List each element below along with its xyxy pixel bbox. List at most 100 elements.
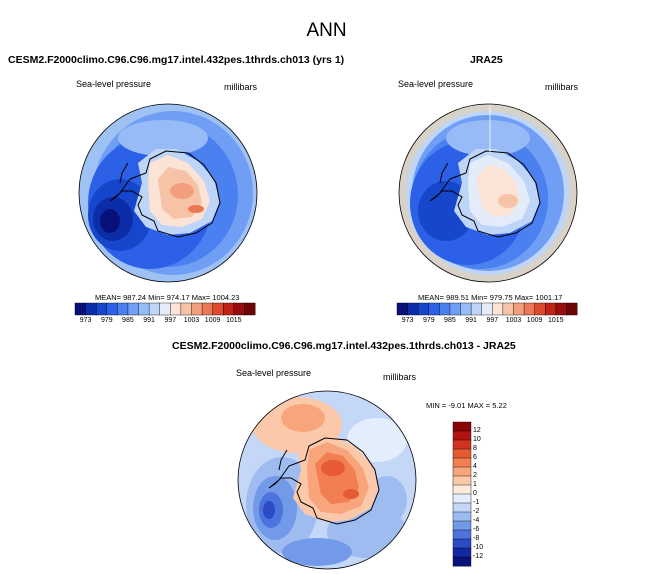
panel3-colorbar-tick-label: -12 — [473, 552, 484, 560]
panel3-colorbar-swatch — [452, 556, 472, 567]
panel3-colorbar-swatch — [452, 466, 472, 477]
panel3-stats: MIN = -9.01 MAX = 5.22 — [426, 401, 507, 410]
panel1-colorbar-swatch — [212, 302, 224, 316]
panel2-colorbar-swatch — [534, 302, 546, 316]
panel1-colorbar-swatch — [201, 302, 214, 316]
panel1-colorbar-swatch — [138, 302, 150, 316]
panel3-variable: Sea-level pressure — [236, 368, 312, 378]
panel3-colorbar-swatch — [452, 520, 472, 531]
panel2-colorbar-tick-label: 1015 — [548, 317, 564, 324]
panel3-colorbar-tick-label: -2 — [473, 507, 480, 515]
panel1-colorbar-tick-label: 1003 — [183, 317, 200, 324]
panel1-colorbar-swatch — [117, 302, 129, 316]
panel1-colorbar-swatch — [106, 302, 118, 316]
panel3-colorbar-swatch — [452, 439, 472, 450]
panel1-stats: MEAN= 987.24 Min= 974.17 Max= 1004.23 — [95, 293, 240, 302]
panel3-colorbar-swatch — [452, 547, 472, 558]
panel1-variable: Sea-level pressure — [76, 79, 152, 89]
panel1-colorbar-tick-label: 991 — [143, 317, 155, 324]
panel1-colorbar — [74, 302, 256, 316]
panel2-colorbar-swatch — [513, 302, 525, 316]
panel2-variable: Sea-level pressure — [398, 79, 474, 89]
panel2-colorbar-tick-label: 1003 — [505, 317, 522, 324]
panel2-colorbar-tick-label: 973 — [401, 317, 414, 324]
panel3-colorbar-tick-label: 12 — [473, 426, 481, 434]
panel3-colorbar-swatch — [452, 538, 472, 549]
panel2-colorbar-swatch — [428, 302, 440, 316]
panel3-colorbar-swatch — [452, 511, 472, 522]
panel1-units: millibars — [224, 82, 258, 92]
panel3-colorbar-swatch — [452, 529, 472, 540]
panel1-colorbar-tick-label: 973 — [79, 317, 92, 324]
panel1-map — [78, 103, 258, 283]
panel3-colorbar-tick-label: -1 — [473, 498, 480, 506]
panel2-colorbar-swatch — [566, 302, 578, 316]
panel2-colorbar-tick-label: 991 — [465, 317, 477, 324]
panel1-colorbar-swatch — [223, 302, 235, 316]
panel2-colorbar-swatch — [502, 302, 514, 316]
panel1-colorbar-tick-label: 1015 — [226, 317, 242, 324]
panel1-colorbar-swatch — [170, 302, 182, 316]
panel3-colorbar — [452, 421, 472, 567]
panel2-stats: MEAN= 989.51 Min= 979.75 Max= 1001.17 — [418, 293, 563, 302]
panel2-colorbar-swatch — [545, 302, 557, 316]
panel3-colorbar-swatch — [452, 430, 472, 441]
panel2-colorbar-swatch — [460, 302, 472, 316]
panel1-colorbar-swatch — [159, 302, 171, 316]
panel1-colorbar-swatch — [95, 302, 108, 316]
panel3-colorbar-swatch — [452, 502, 472, 513]
panel3-colorbar-swatch — [452, 457, 472, 468]
panel2-title: JRA25 — [470, 54, 503, 66]
panel1-colorbar-swatch — [85, 302, 97, 316]
panel1-colorbar-swatch — [191, 302, 203, 316]
panel1-colorbar-labels: 973 979 985 991 997 1003 1009 1015 — [75, 317, 255, 327]
panel2-colorbar-swatch — [492, 302, 504, 316]
panel3-title: CESM2.F2000climo.C96.C96.mg17.intel.432p… — [172, 340, 516, 352]
panel3-colorbar-swatch — [452, 421, 472, 432]
panel3-colorbar-tick-label: -10 — [473, 543, 484, 551]
panel3-colorbar-swatch — [452, 448, 472, 459]
panel3-colorbar-swatch — [452, 493, 472, 504]
panel3-colorbar-tick-label: 4 — [473, 462, 477, 470]
panel3-units: millibars — [383, 372, 417, 382]
panel3-colorbar-tick-label: -8 — [473, 534, 480, 542]
panel3-colorbar-swatch — [452, 475, 472, 486]
panel2-colorbar-swatch — [449, 302, 461, 316]
panel2-colorbar-swatch — [470, 302, 483, 316]
panel3-colorbar-tick-label: 1 — [473, 480, 477, 488]
panel1-colorbar-tick-label: 997 — [164, 317, 177, 324]
panel2-colorbar-tick-label: 1009 — [526, 317, 543, 324]
panel2-units: millibars — [545, 82, 579, 92]
panel2-colorbar-swatch — [523, 302, 536, 316]
panel3-map — [237, 390, 417, 570]
panel3-colorbar-tick-label: 0 — [473, 489, 477, 497]
panel2-colorbar-tick-label: 979 — [422, 317, 435, 324]
panel1-colorbar-swatch — [127, 302, 139, 316]
panel3-colorbar-tick-label: 6 — [473, 453, 477, 461]
panel1-colorbar-swatch — [244, 302, 256, 316]
panel2-colorbar-labels: 973 979 985 991 997 1003 1009 1015 — [397, 317, 577, 327]
panel2-colorbar-tick-label: 997 — [486, 317, 499, 324]
panel2-colorbar-swatch — [439, 302, 451, 316]
panel3-colorbar-tick-label: 2 — [473, 471, 477, 479]
panel3-colorbar-tick-label: -4 — [473, 516, 480, 524]
panel2-map — [398, 103, 578, 283]
panel3-colorbar-tick-label: 10 — [473, 435, 481, 443]
panel2-colorbar-tick-label: 985 — [444, 317, 456, 324]
panel1-title: CESM2.F2000climo.C96.C96.mg17.intel.432p… — [8, 54, 345, 66]
panel1-colorbar-swatch — [180, 302, 192, 316]
panel3-colorbar-labels: 12 10 8 6 4 2 1 0 -1 -2 -4 -6 -8 -10 -12 — [473, 422, 503, 566]
panel2-colorbar-swatch — [396, 302, 408, 316]
panel1-colorbar-tick-label: 1009 — [204, 317, 221, 324]
panel2-colorbar-swatch — [417, 302, 430, 316]
panel3-colorbar-tick-label: 8 — [473, 444, 477, 452]
panel1-colorbar-swatch — [74, 302, 86, 316]
panel2-colorbar-swatch — [407, 302, 419, 316]
panel2-colorbar-swatch — [555, 302, 567, 316]
panel1-colorbar-swatch — [148, 302, 161, 316]
panel1-colorbar-tick-label: 985 — [122, 317, 134, 324]
panel3-colorbar-tick-label: -6 — [473, 525, 480, 533]
page-title: ANN — [306, 20, 347, 41]
panel2-colorbar — [396, 302, 578, 316]
panel1-colorbar-tick-label: 979 — [100, 317, 113, 324]
